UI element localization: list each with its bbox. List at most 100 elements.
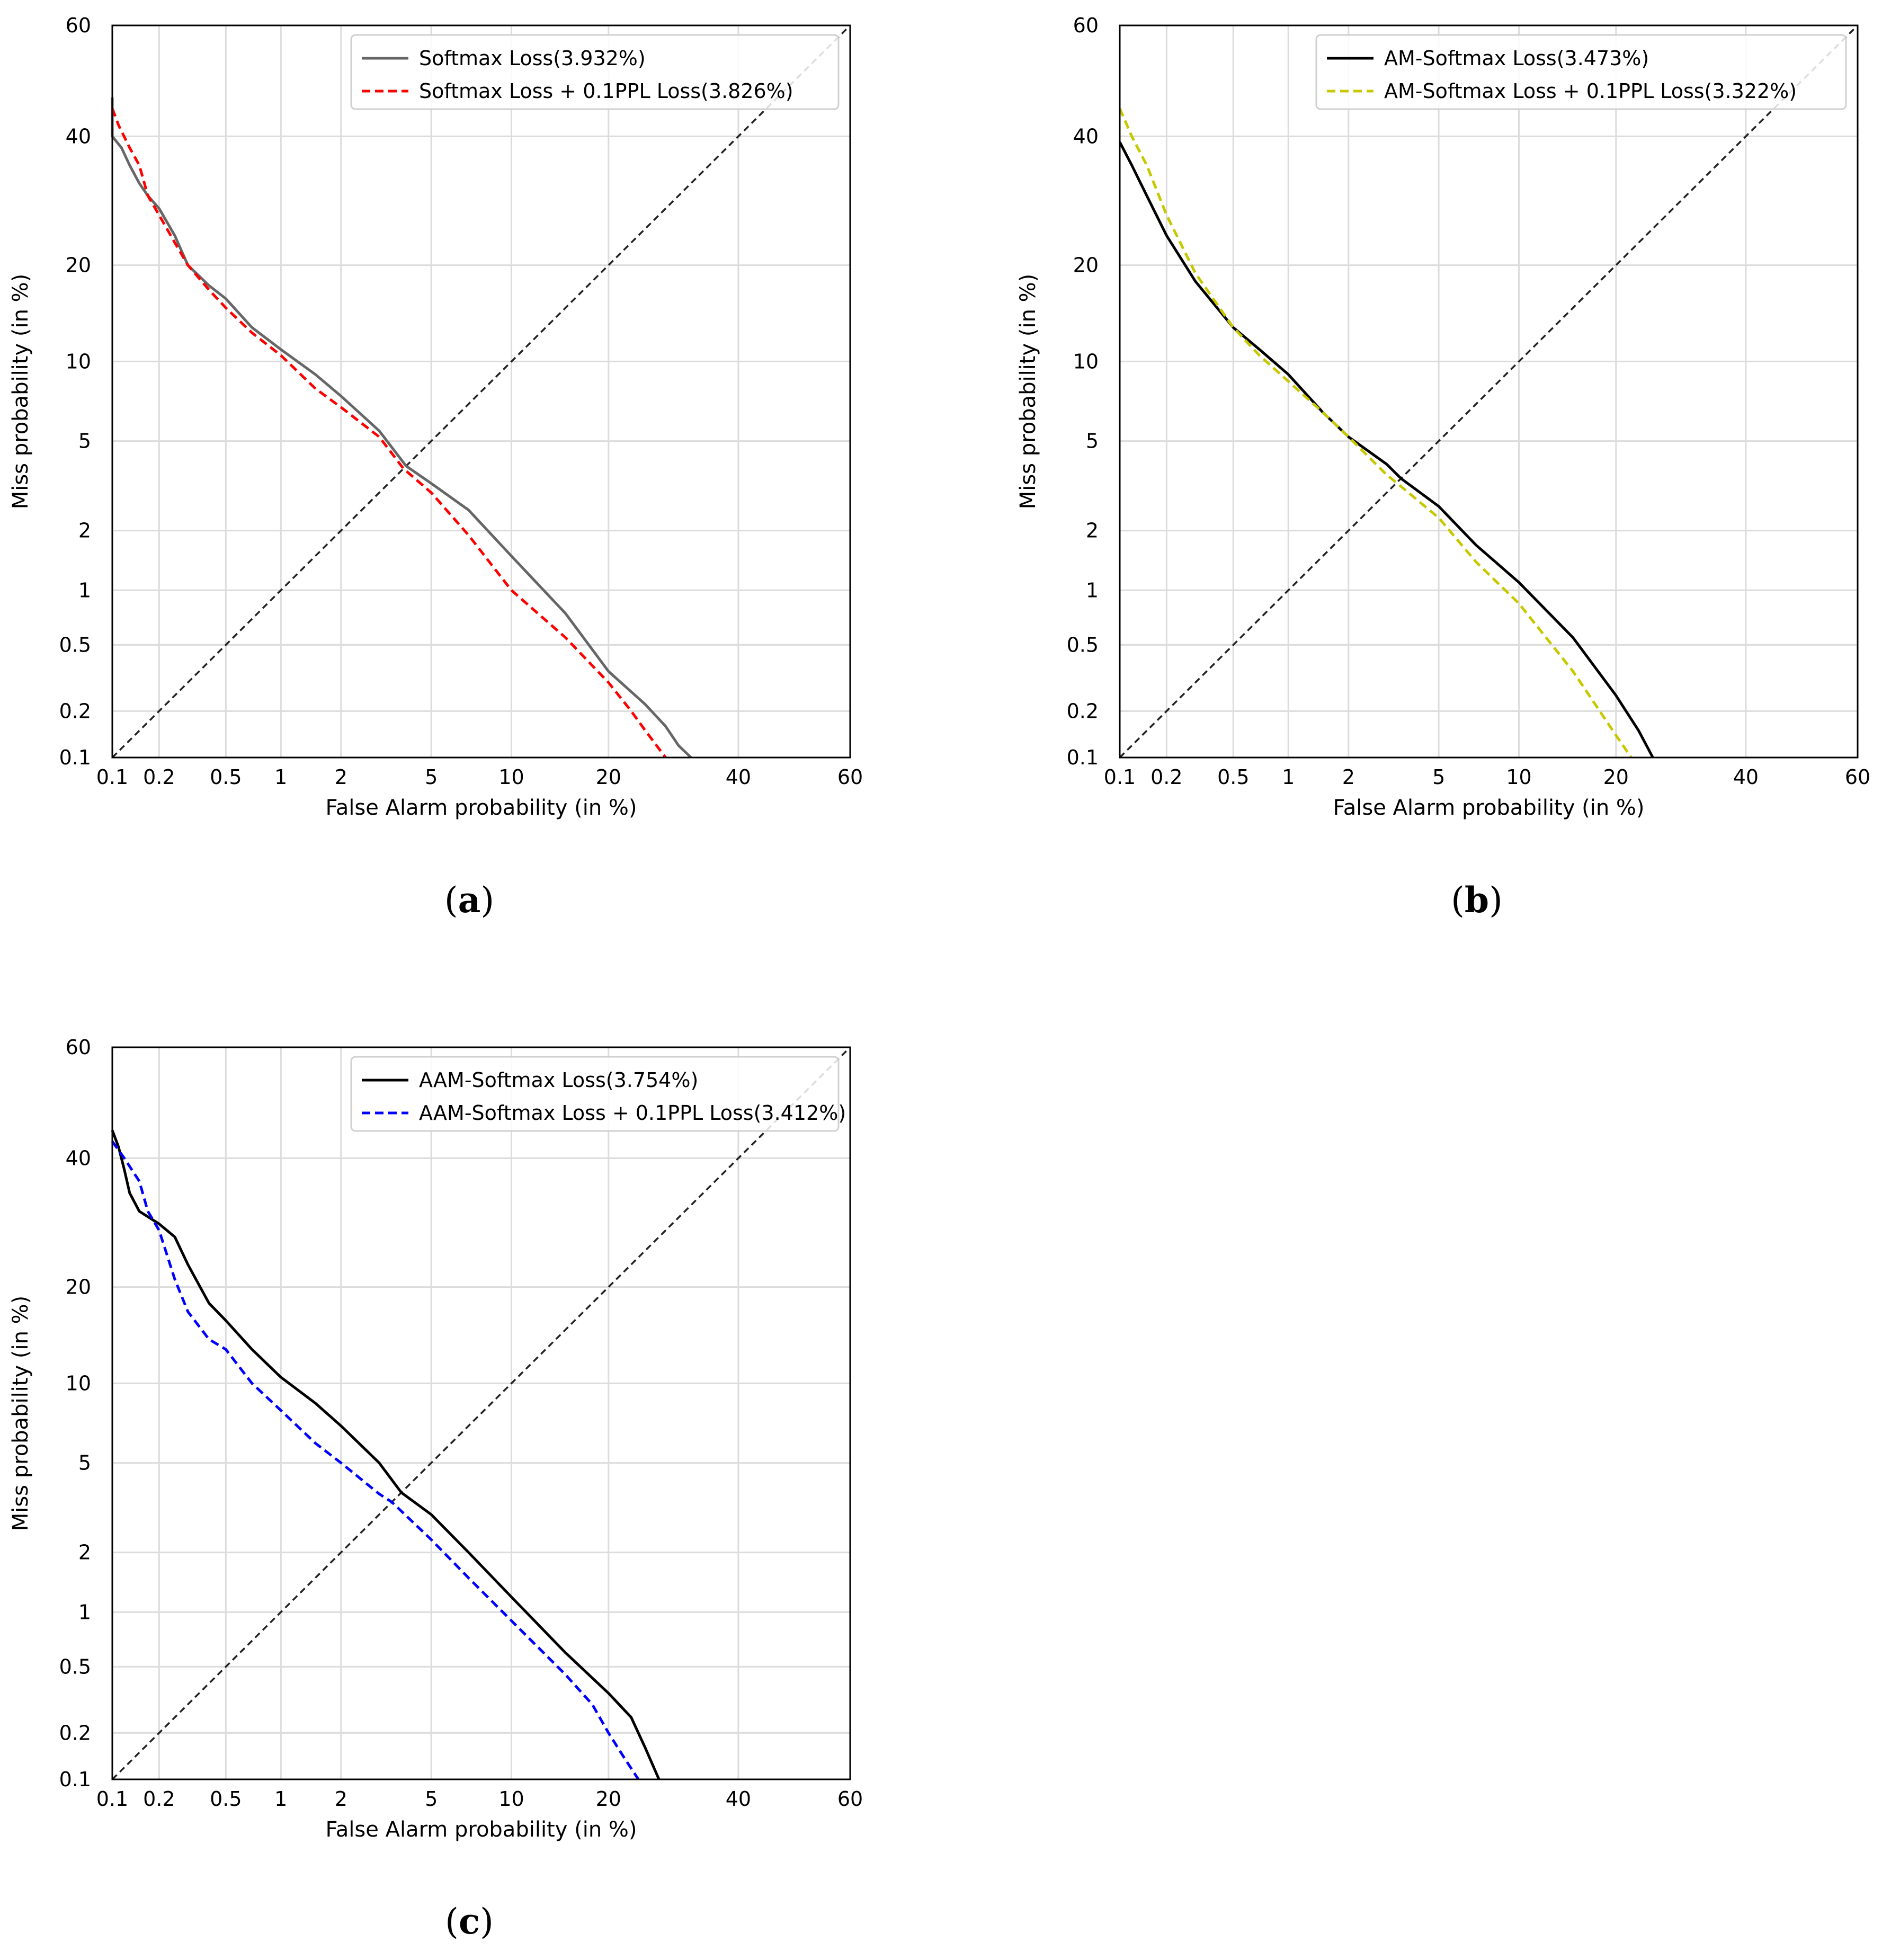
- plot-border: [111, 24, 851, 759]
- y-tick-label-2: 0.5: [59, 1655, 91, 1678]
- x-tick-label-1: 0.2: [143, 765, 175, 789]
- y-tick-label-2: 0.5: [1067, 633, 1099, 656]
- y-tick-label-6: 10: [66, 1371, 91, 1395]
- y-tick-label-8: 40: [66, 124, 91, 148]
- legend-entry-0: Softmax Loss(3.932%): [419, 47, 646, 70]
- legend-box: [350, 1056, 840, 1132]
- caption-a: (a): [444, 879, 495, 921]
- x-tick-label-4: 2: [335, 1787, 347, 1811]
- legend-entry-0: AM-Softmax Loss(3.473%): [1384, 47, 1649, 70]
- y-tick-label-3: 1: [1086, 578, 1099, 602]
- series-line-1: [111, 1141, 640, 1780]
- diagonal-line: [111, 1046, 851, 1780]
- x-tick-label-9: 60: [1845, 765, 1870, 789]
- plot-frame: [111, 24, 851, 759]
- y-tick-label-1: 0.2: [59, 1721, 91, 1744]
- y-tick-label-4: 2: [1086, 519, 1099, 542]
- y-tick-label-7: 20: [1073, 254, 1099, 277]
- y-tick-label-9: 60: [1073, 14, 1099, 37]
- x-tick-label-6: 10: [1506, 765, 1531, 789]
- x-tick-label-6: 10: [498, 1787, 524, 1811]
- y-tick-label-7: 20: [66, 1276, 91, 1299]
- legend-entry-1: AAM-Softmax Loss + 0.1PPL Loss(3.412%): [419, 1101, 846, 1125]
- x-tick-label-8: 40: [1733, 765, 1759, 789]
- diagonal-line: [111, 24, 851, 759]
- x-tick-label-2: 0.5: [210, 1787, 242, 1811]
- x-tick-label-2: 0.5: [1217, 765, 1249, 789]
- x-axis-title: False Alarm probability (in %): [325, 796, 637, 820]
- y-tick-label-9: 60: [66, 1036, 91, 1059]
- diagonal-dashed-line: [1119, 24, 1859, 759]
- legend-box: [350, 34, 840, 110]
- legend-box: [1315, 34, 1847, 110]
- y-tick-labels: 0.1 0.2 0.5 1 2 5 10 20 40 60: [1067, 14, 1099, 769]
- plot-frame: [1119, 24, 1859, 759]
- x-tick-labels: 0.1 0.2 0.5 1 2 5 10 20 40 60: [1104, 765, 1870, 789]
- y-tick-label-3: 1: [78, 1600, 91, 1624]
- x-tick-label-0: 0.1: [1104, 765, 1136, 789]
- x-tick-label-4: 2: [335, 765, 347, 789]
- x-tick-label-2: 0.5: [210, 765, 242, 789]
- caption-b: (b): [1451, 879, 1503, 921]
- x-tick-label-0: 0.1: [96, 765, 128, 789]
- x-tick-label-3: 1: [274, 765, 287, 789]
- y-tick-label-2: 0.5: [59, 633, 91, 656]
- y-tick-label-5: 5: [78, 430, 91, 453]
- series-lines: [111, 1129, 661, 1780]
- x-tick-label-1: 0.2: [1150, 765, 1182, 789]
- y-axis-title: Miss probability (in %): [8, 1296, 33, 1531]
- x-tick-label-3: 1: [274, 1787, 287, 1811]
- plot-border: [111, 1046, 851, 1780]
- y-tick-label-8: 40: [66, 1146, 91, 1170]
- y-tick-labels: 0.1 0.2 0.5 1 2 5 10 20 40 60: [59, 14, 91, 769]
- x-tick-label-5: 5: [425, 765, 438, 789]
- grid-lines: [111, 24, 851, 759]
- legend-entry-0: AAM-Softmax Loss(3.754%): [419, 1068, 698, 1092]
- x-tick-label-1: 0.2: [143, 1787, 175, 1811]
- plot-frame: [111, 1046, 851, 1780]
- x-tick-label-7: 20: [596, 1787, 621, 1811]
- y-tick-label-0: 0.1: [1067, 746, 1099, 769]
- x-tick-label-9: 60: [837, 1787, 863, 1811]
- legend-entry-1: AM-Softmax Loss + 0.1PPL Loss(3.322%): [1384, 79, 1797, 103]
- plot-border: [1119, 24, 1859, 759]
- x-tick-label-3: 1: [1282, 765, 1295, 789]
- x-axis-title: False Alarm probability (in %): [325, 1818, 637, 1842]
- y-tick-label-9: 60: [66, 14, 91, 37]
- diagonal-line: [1119, 24, 1859, 759]
- y-tick-label-7: 20: [66, 254, 91, 277]
- y-tick-labels: 0.1 0.2 0.5 1 2 5 10 20 40 60: [59, 1036, 91, 1791]
- series-lines: [111, 97, 692, 759]
- y-tick-label-0: 0.1: [59, 1768, 91, 1791]
- x-tick-label-5: 5: [425, 1787, 438, 1811]
- x-tick-label-8: 40: [726, 1787, 751, 1811]
- y-tick-label-1: 0.2: [1067, 699, 1099, 723]
- grid-lines: [1119, 24, 1859, 759]
- legend: AAM-Softmax Loss(3.754%) AAM-Softmax Los…: [350, 1056, 846, 1132]
- series-line-0: [111, 97, 692, 759]
- series-line-0: [1118, 141, 1654, 759]
- y-tick-label-6: 10: [1073, 350, 1099, 373]
- legend: AM-Softmax Loss(3.473%) AM-Softmax Loss …: [1315, 34, 1847, 110]
- x-tick-label-5: 5: [1432, 765, 1445, 789]
- series-lines: [1118, 108, 1654, 759]
- x-tick-labels: 0.1 0.2 0.5 1 2 5 10 20 40 60: [96, 1787, 863, 1811]
- y-axis-title: Miss probability (in %): [8, 274, 33, 510]
- y-tick-label-4: 2: [78, 519, 91, 542]
- diagonal-dashed-line: [111, 1046, 851, 1780]
- y-tick-label-0: 0.1: [59, 746, 91, 769]
- x-tick-label-6: 10: [498, 765, 524, 789]
- legend-entry-1: Softmax Loss + 0.1PPL Loss(3.826%): [419, 79, 793, 103]
- series-line-1: [1118, 108, 1633, 759]
- y-tick-label-4: 2: [78, 1541, 91, 1564]
- x-tick-label-7: 20: [596, 765, 621, 789]
- diagonal-dashed-line: [111, 24, 851, 759]
- series-line-1: [111, 108, 667, 759]
- legend: Softmax Loss(3.932%) Softmax Loss + 0.1P…: [350, 34, 840, 110]
- x-tick-labels: 0.1 0.2 0.5 1 2 5 10 20 40 60: [96, 765, 863, 789]
- y-tick-label-6: 10: [66, 350, 91, 373]
- series-line-0: [111, 1129, 661, 1780]
